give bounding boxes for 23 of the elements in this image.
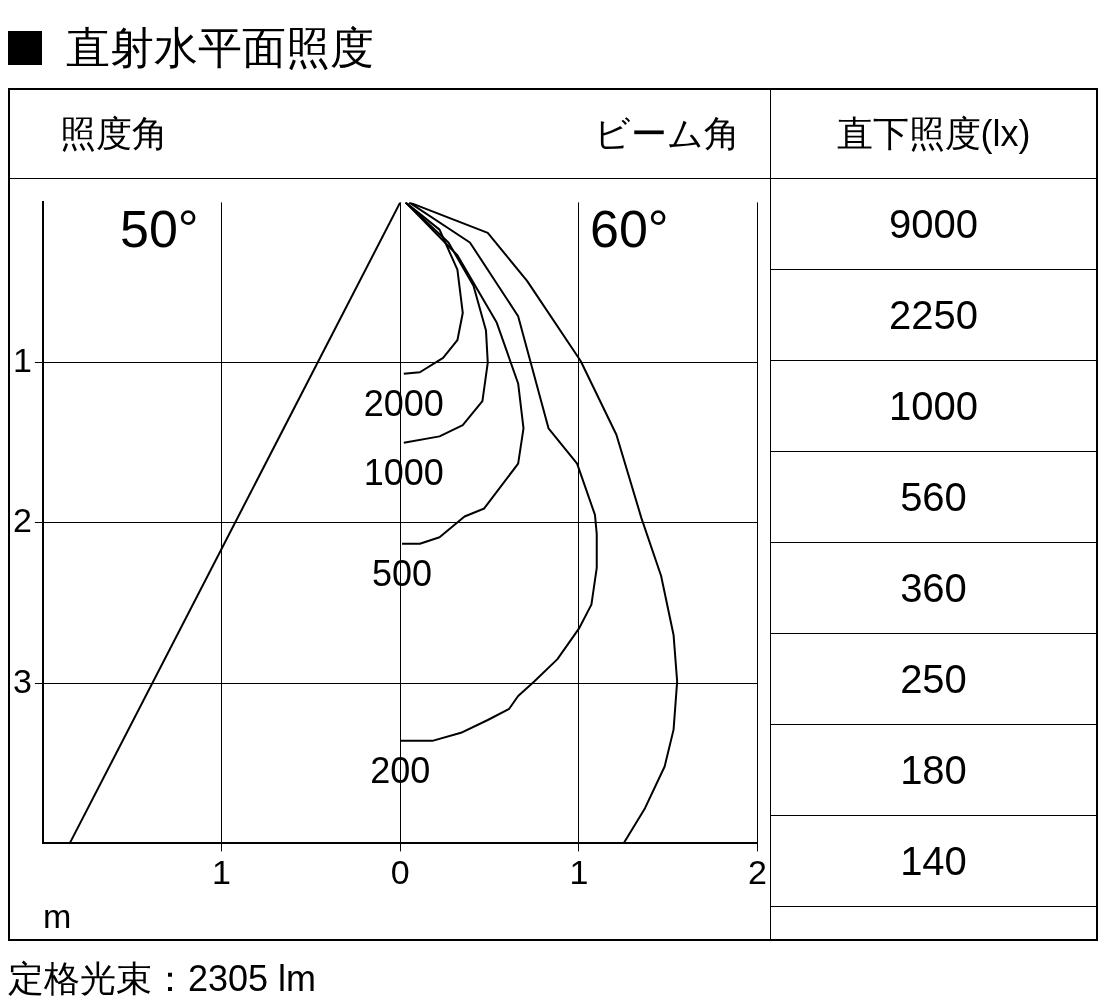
text: 250 — [771, 634, 1096, 725]
annotation: 50° — [120, 199, 199, 259]
text: ビーム角 — [594, 111, 740, 156]
chart-title: 直射水平面照度 — [66, 21, 374, 74]
x-axis-title: m — [42, 896, 72, 935]
text: 1000 — [771, 361, 1096, 452]
text: 定格光束：2305 lm — [8, 957, 318, 999]
text: 照度角 — [60, 111, 168, 156]
annotation: 60° — [590, 199, 669, 259]
text: 180 — [771, 725, 1096, 816]
x-tick-label: 1 — [569, 853, 589, 892]
y-tick-label: 1 — [12, 341, 32, 380]
text: 360 — [771, 543, 1096, 634]
text: 9000 — [771, 179, 1096, 270]
y-tick-label: 2 — [12, 501, 32, 540]
x-tick-label: 0 — [390, 853, 410, 892]
text: 140 — [771, 816, 1096, 907]
y-tick-label: 3 — [12, 661, 32, 700]
text: 2250 — [771, 270, 1096, 361]
x-tick-label: 1 — [212, 853, 232, 892]
text: 560 — [771, 452, 1096, 543]
text: 直下照度(lx) — [771, 90, 1096, 179]
x-tick-label: 2 — [748, 853, 768, 892]
